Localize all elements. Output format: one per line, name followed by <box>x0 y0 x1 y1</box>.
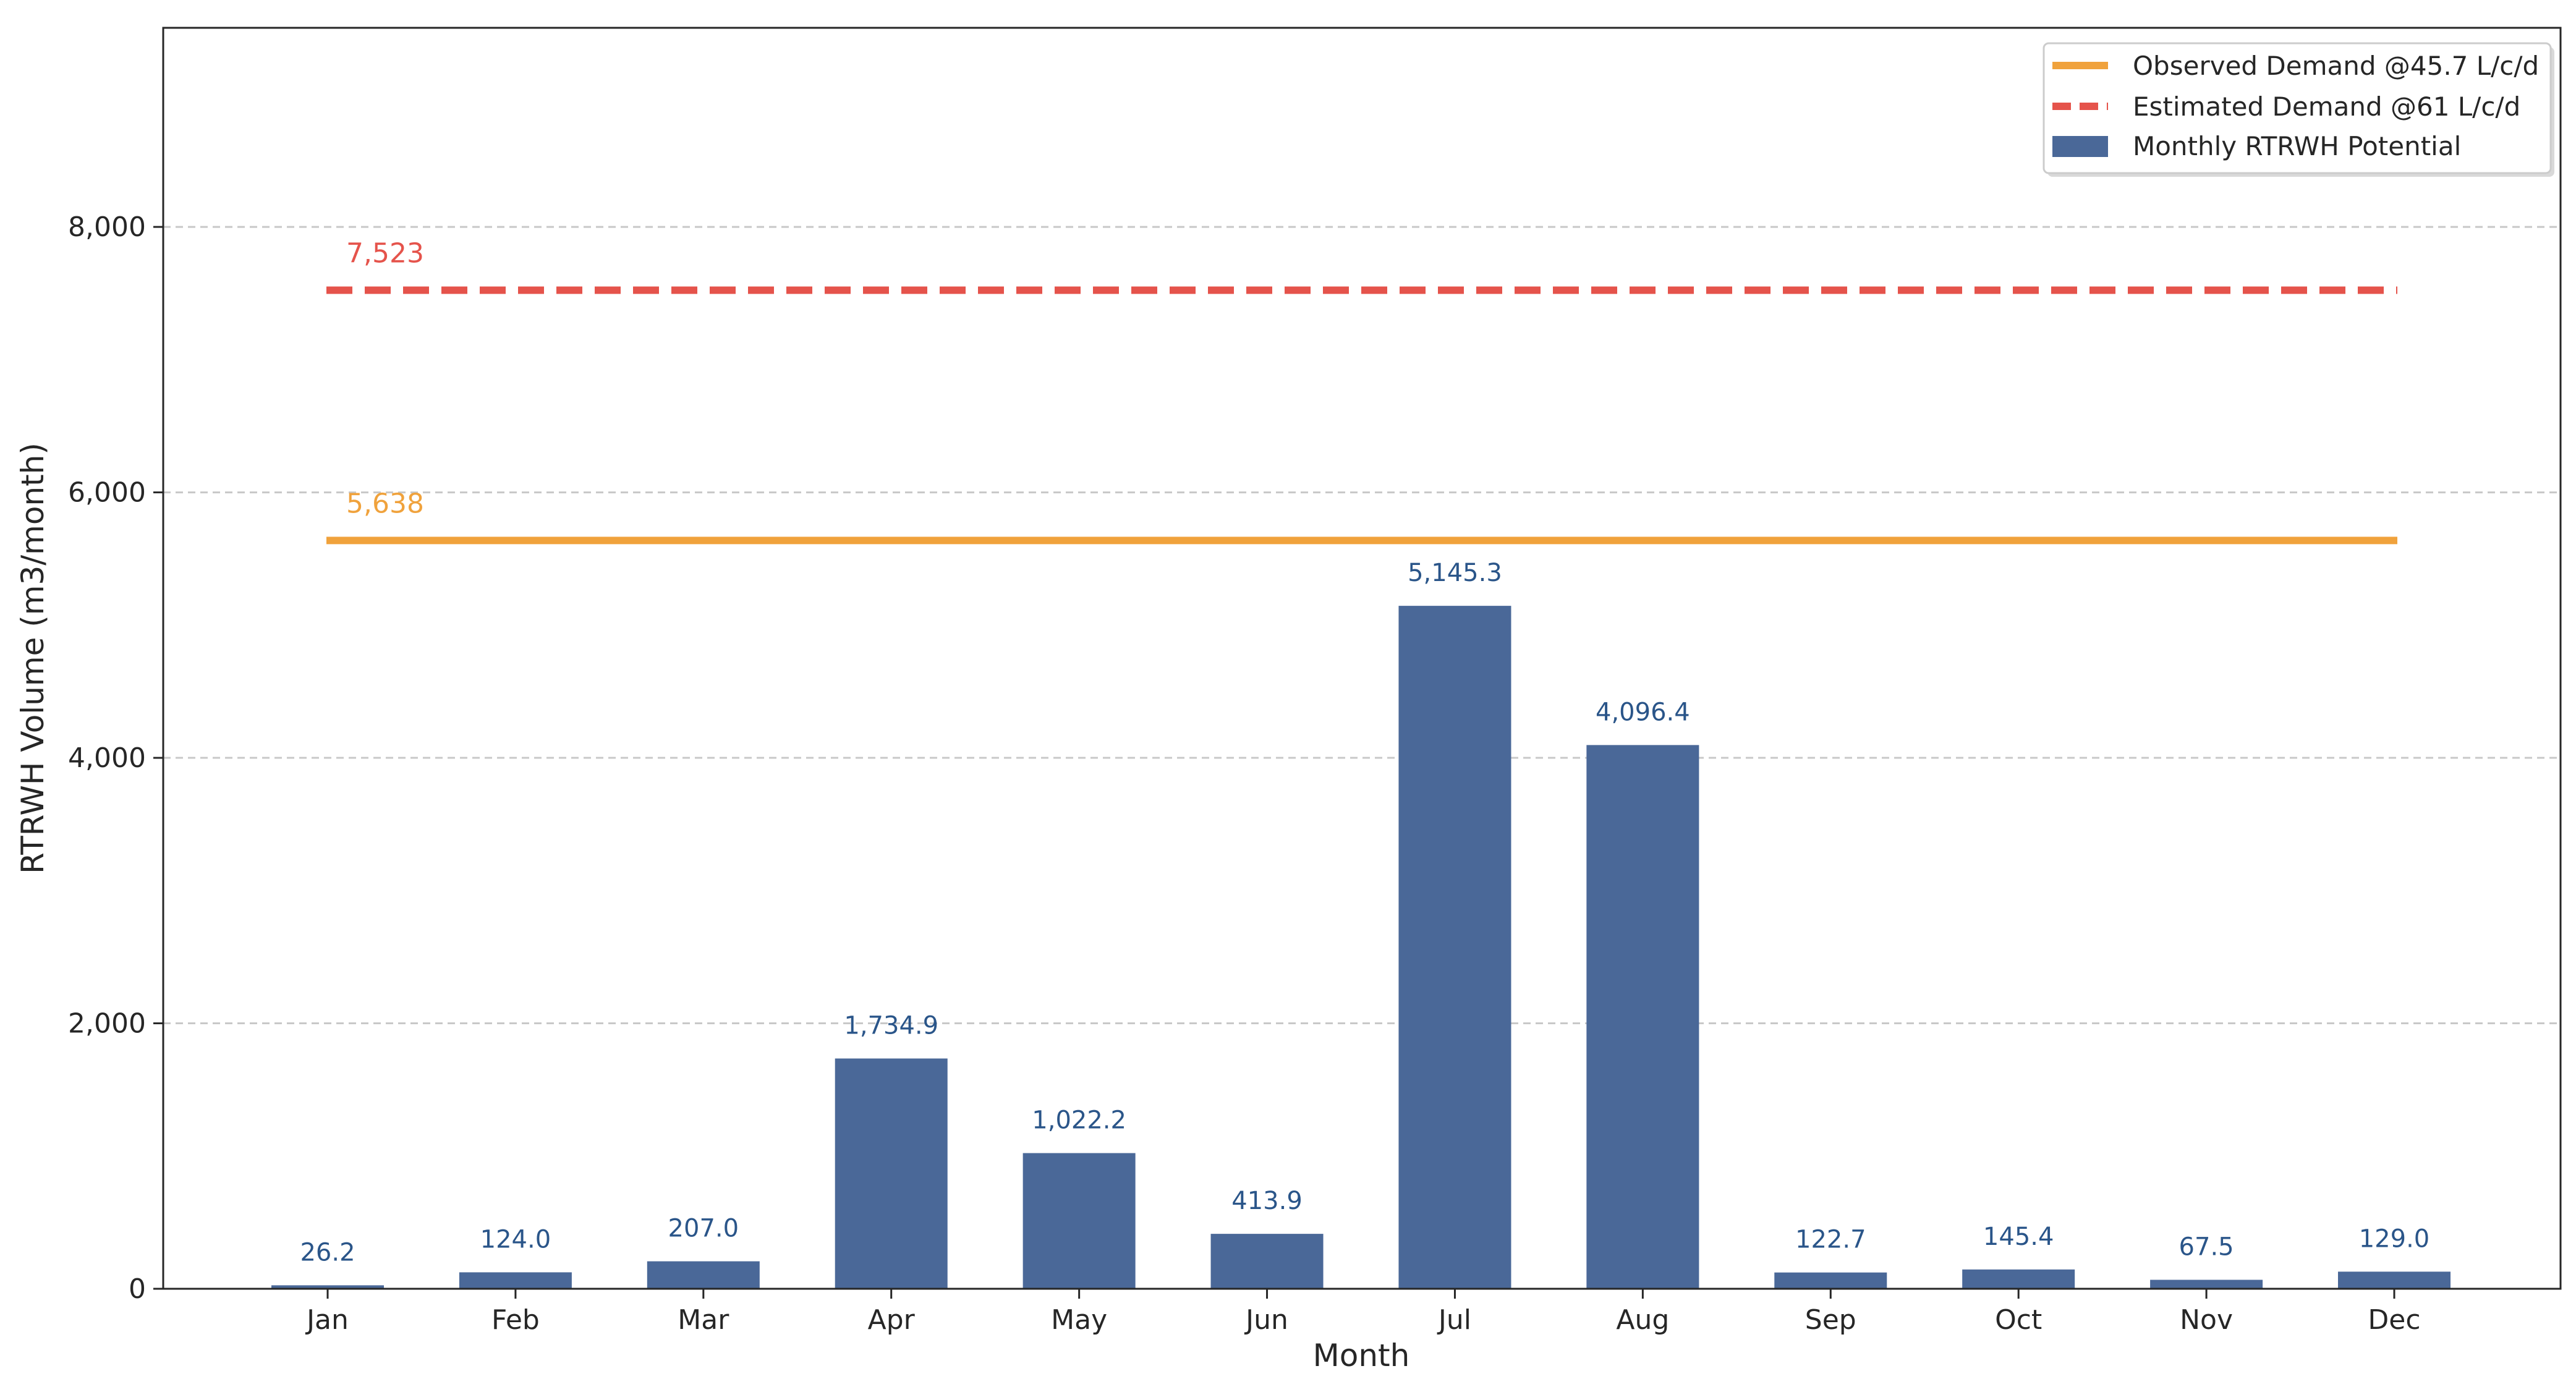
bar-value-label: 67.5 <box>2179 1233 2234 1262</box>
demand-lines: 5,638 7,523 <box>326 238 2397 545</box>
bars <box>271 606 2451 1289</box>
bar-value-label: 26.2 <box>300 1238 355 1267</box>
bar-value-label: 207.0 <box>668 1215 739 1243</box>
bar-value-label: 129.0 <box>2359 1224 2430 1253</box>
bar-value-label: 1,022.2 <box>1032 1106 1126 1134</box>
bar-aug <box>1586 745 1699 1289</box>
y-axis-title: RTRWH Volume (m3/month) <box>15 443 51 874</box>
x-axis-ticks: Jan Feb Mar Apr May Jun Jul Aug Sep Oct Nov Dec <box>305 1289 2421 1336</box>
legend: Observed Demand @45.7 L/c/d Estimated Dem… <box>2043 42 2554 177</box>
y-tick-label: 2,000 <box>68 1008 146 1040</box>
x-tick-label: Jan <box>305 1304 349 1336</box>
legend-label: Estimated Demand @61 L/c/d <box>2133 91 2520 122</box>
bar-may <box>1022 1153 1136 1289</box>
demand-line-label: 7,523 <box>346 238 424 269</box>
bar-jan <box>271 1285 384 1289</box>
x-tick-label: Jul <box>1437 1304 1471 1336</box>
bar-value-label: 122.7 <box>1795 1226 1866 1254</box>
x-axis-title: Month <box>1313 1338 1410 1373</box>
x-tick-label: May <box>1051 1304 1107 1336</box>
gridlines <box>163 226 2561 1025</box>
x-tick-label: Mar <box>678 1304 729 1336</box>
legend-box <box>2043 42 2552 174</box>
bar-value-label: 5,145.3 <box>1408 559 1502 587</box>
bar-dec <box>2338 1271 2451 1289</box>
x-tick-label: Feb <box>491 1304 540 1336</box>
x-tick-label: Sep <box>1805 1304 1856 1336</box>
y-tick-label: 0 <box>129 1273 146 1305</box>
bar-value-labels: 26.2 124.0 207.0 1,734.9 1,022.2 413.9 5,145.3… <box>300 559 2429 1267</box>
x-tick-label: Jun <box>1244 1304 1288 1336</box>
bar-value-label: 1,734.9 <box>844 1011 938 1040</box>
bar-jul <box>1398 606 1511 1289</box>
x-tick-label: Dec <box>2368 1304 2420 1336</box>
demand-line-label: 5,638 <box>346 488 424 519</box>
bar-oct <box>1962 1269 2075 1289</box>
y-tick-label: 4,000 <box>68 742 146 774</box>
bar-value-label: 145.4 <box>1983 1223 2054 1251</box>
bar-sep <box>1774 1272 1887 1289</box>
x-tick-label: Oct <box>1995 1304 2042 1336</box>
bar-value-label: 413.9 <box>1231 1187 1303 1215</box>
y-tick-label: 6,000 <box>68 477 146 509</box>
y-tick-label: 8,000 <box>68 211 146 243</box>
y-axis-ticks: 0 2,000 4,000 6,000 8,000 <box>68 211 163 1305</box>
bar-mar <box>647 1261 760 1289</box>
bar-apr <box>835 1058 948 1289</box>
legend-swatch <box>2052 136 2108 157</box>
x-tick-label: Aug <box>1616 1304 1669 1336</box>
bar-value-label: 124.0 <box>480 1225 551 1254</box>
bar-nov <box>2150 1280 2263 1289</box>
bar-jun <box>1210 1234 1324 1289</box>
bar-feb <box>459 1272 572 1289</box>
bar-value-label: 4,096.4 <box>1596 698 1690 726</box>
plot-frame <box>162 27 2562 1290</box>
legend-label: Monthly RTRWH Potential <box>2133 131 2461 161</box>
x-tick-label: Apr <box>868 1304 916 1336</box>
x-tick-label: Nov <box>2180 1304 2233 1336</box>
legend-label: Observed Demand @45.7 L/c/d <box>2133 51 2539 81</box>
